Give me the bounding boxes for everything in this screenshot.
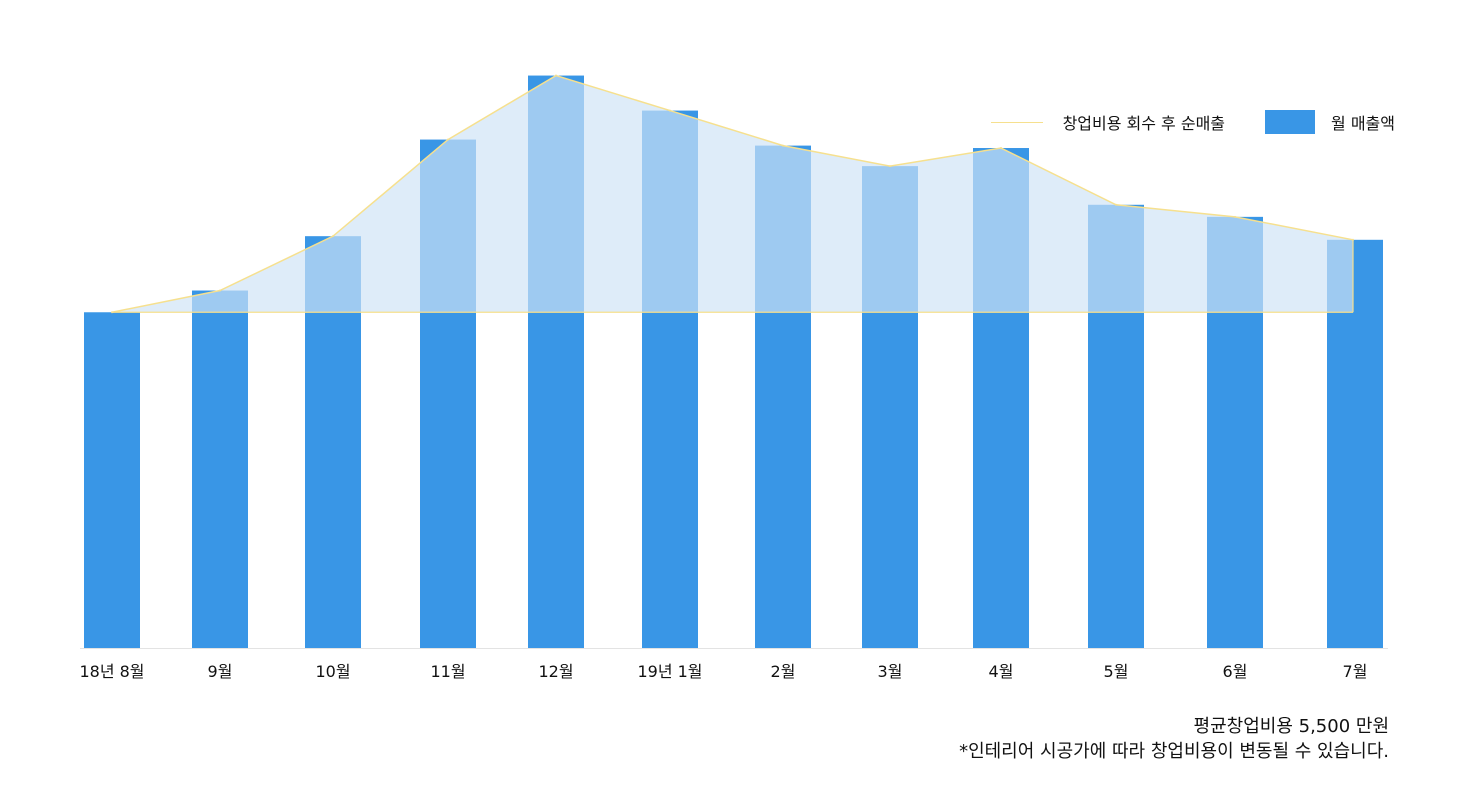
legend-label-net-sales: 창업비용 회수 후 순매출 xyxy=(1062,114,1226,133)
bar-1 xyxy=(84,312,140,648)
line-point-5 xyxy=(555,74,557,77)
x-tick-label: 7월 xyxy=(1343,662,1368,681)
line-point-10 xyxy=(1115,203,1117,206)
legend-item-net-sales: 창업비용 회수 후 순매출 xyxy=(990,110,1226,134)
x-tick-label: 12월 xyxy=(538,662,573,681)
chart-legend: 창업비용 회수 후 순매출 월 매출액 xyxy=(990,110,1395,134)
x-tick-label: 3월 xyxy=(878,662,903,681)
line-net-sales xyxy=(111,74,1354,313)
x-tick-label: 11월 xyxy=(430,662,465,681)
area-net-sales xyxy=(112,75,1353,313)
line-point-11 xyxy=(1234,215,1236,218)
x-tick-label: 6월 xyxy=(1223,662,1248,681)
x-tick-label: 18년 8월 xyxy=(79,662,144,681)
footnote: 평균창업비용 5,500 만원 *인테리어 시공가에 따라 창업비용이 변동될 … xyxy=(959,714,1389,764)
line-point-1 xyxy=(111,311,113,314)
x-tick-label: 5월 xyxy=(1104,662,1129,681)
bar-2 xyxy=(192,290,248,648)
line-point-6 xyxy=(669,109,671,112)
line-point-3 xyxy=(332,235,334,238)
footnote-average-cost: 평균창업비용 5,500 만원 xyxy=(1193,716,1389,737)
x-tick-label: 10월 xyxy=(315,662,350,681)
x-tick-label: 19년 1월 xyxy=(637,662,702,681)
footnote-disclaimer: *인테리어 시공가에 따라 창업비용이 변동될 수 있습니다. xyxy=(959,741,1389,762)
legend-bar-swatch xyxy=(1265,110,1316,134)
legend-line-swatch xyxy=(990,121,1043,123)
line-point-4 xyxy=(447,138,449,141)
x-tick-label: 9월 xyxy=(208,662,233,681)
line-point-9 xyxy=(1000,147,1002,150)
x-tick-label: 2월 xyxy=(771,662,796,681)
line-point-8 xyxy=(889,165,891,168)
line-point-7 xyxy=(782,144,784,147)
legend-item-monthly-sales: 월 매출액 xyxy=(1225,110,1395,134)
line-point-2 xyxy=(219,289,221,292)
legend-label-monthly-sales: 월 매출액 xyxy=(1331,114,1395,133)
line-point-12 xyxy=(1352,238,1354,241)
x-tick-label: 4월 xyxy=(989,662,1014,681)
